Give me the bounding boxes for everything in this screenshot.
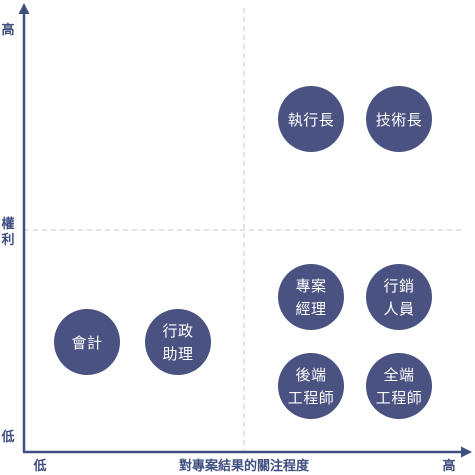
admin-assistant-avatar [145,309,211,375]
x-axis-title: 對專案結果的關注程度 [179,458,310,474]
y-axis-high-label: 高 [1,22,14,38]
marketing-label-line1: 行銷 [383,277,414,295]
y-axis-arrow-icon [18,3,30,14]
node-marketing[interactable]: 行銷 人員 [366,264,432,330]
x-axis-low-label: 低 [32,458,46,474]
accountant-avatar [54,309,120,375]
admin-assistant-label-line1: 行政 [162,322,193,340]
y-axis-title-line1: 權 [1,216,14,232]
node-fullstack-engineer[interactable]: 全端 工程師 [366,353,432,419]
backend-engineer-label-line1: 後端 [295,366,326,384]
marketing-label-line2: 人員 [383,300,414,318]
x-axis-arrow-icon [461,446,472,458]
node-admin-assistant[interactable]: 行政 助理 [145,309,211,375]
node-accountant[interactable]: 會計 [54,309,120,375]
backend-engineer-label-line2: 工程師 [288,389,335,407]
cto-avatar [366,86,432,152]
node-cto[interactable]: 技術長 [366,86,432,152]
node-backend-engineer[interactable]: 後端 工程師 [278,353,344,419]
x-axis-high-label: 高 [442,458,455,474]
project-manager-label-line1: 專案 [295,277,326,295]
fullstack-engineer-label-line1: 全端 [383,366,414,384]
backend-engineer-avatar [278,353,344,419]
y-axis-low-label: 低 [0,429,14,445]
fullstack-engineer-label-line2: 工程師 [376,389,423,407]
y-axis-title-line2: 利 [1,232,14,248]
fullstack-engineer-avatar [366,353,432,419]
ceo-label: 執行長 [288,111,335,129]
admin-assistant-label-line2: 助理 [162,345,193,363]
project-manager-avatar [278,264,344,330]
accountant-label: 會計 [71,334,102,352]
node-project-manager[interactable]: 專案 經理 [278,264,344,330]
marketing-avatar [366,264,432,330]
node-ceo[interactable]: 執行長 [278,86,344,152]
project-manager-label-line2: 經理 [295,300,326,318]
cto-label: 技術長 [376,111,423,129]
ceo-avatar [278,86,344,152]
